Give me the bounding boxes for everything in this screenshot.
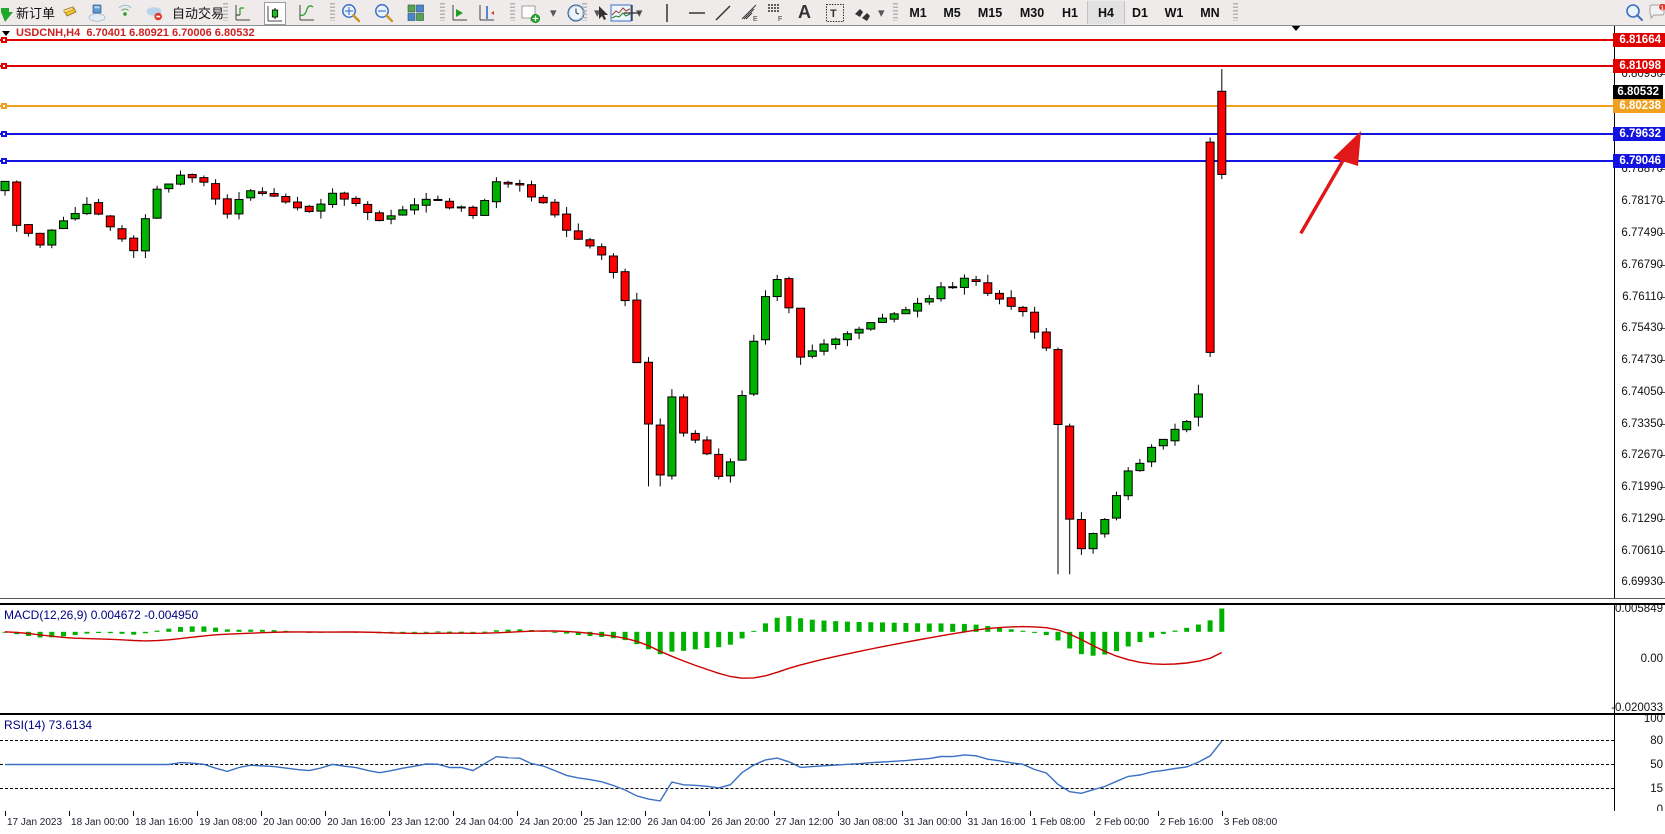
svg-text:1: 1 — [1661, 5, 1664, 11]
svg-text:E: E — [753, 16, 758, 23]
svg-text:T: T — [830, 8, 837, 20]
svg-text:F: F — [778, 16, 782, 23]
